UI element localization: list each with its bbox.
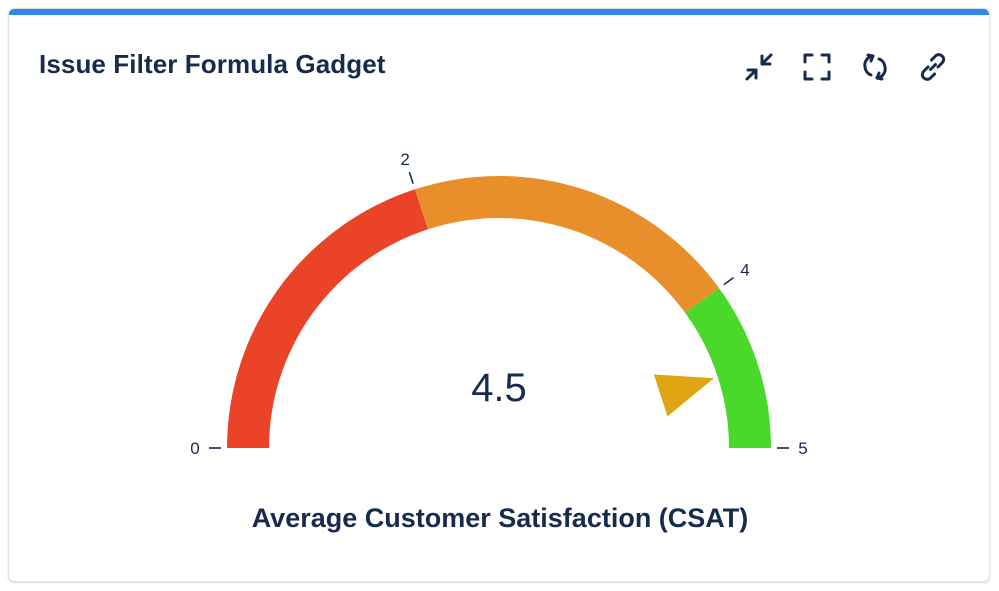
gauge-label: Average Customer Satisfaction (CSAT): [251, 503, 749, 533]
gauge-tick-label-3: 5: [798, 439, 807, 458]
gauge-band-1: [414, 175, 720, 313]
gauge-tick-label-0: 0: [190, 439, 199, 458]
fullscreen-button[interactable]: [799, 49, 835, 85]
gauge-band-0: [227, 189, 428, 448]
gadget-card: Issue Filter Formula Gadget: [8, 8, 990, 582]
minimize-icon: [745, 53, 773, 81]
fullscreen-icon: [803, 53, 831, 81]
accent-bar: [9, 9, 989, 15]
gauge-bands: [227, 175, 771, 448]
gauge-value: 4.5: [471, 366, 527, 410]
gauge-tick-2: [723, 276, 735, 286]
gauge-tick-label-1: 2: [400, 150, 409, 169]
gadget-toolbar: [741, 49, 951, 85]
minimize-button[interactable]: [741, 49, 777, 85]
gauge-chart: 0 2 4 5 4.5: [190, 150, 807, 458]
gauge-tick-1: [408, 171, 414, 184]
refresh-button[interactable]: [857, 49, 893, 85]
gauge-tick-label-2: 4: [740, 260, 749, 279]
gauge-ticks: 0 2 4 5: [190, 150, 807, 458]
gauge-pointer: [653, 374, 714, 417]
gadget-title: Issue Filter Formula Gadget: [39, 49, 386, 79]
link-button[interactable]: [915, 49, 951, 85]
link-icon: [920, 53, 946, 81]
gauge-band-2: [685, 288, 771, 448]
refresh-icon: [863, 53, 887, 81]
